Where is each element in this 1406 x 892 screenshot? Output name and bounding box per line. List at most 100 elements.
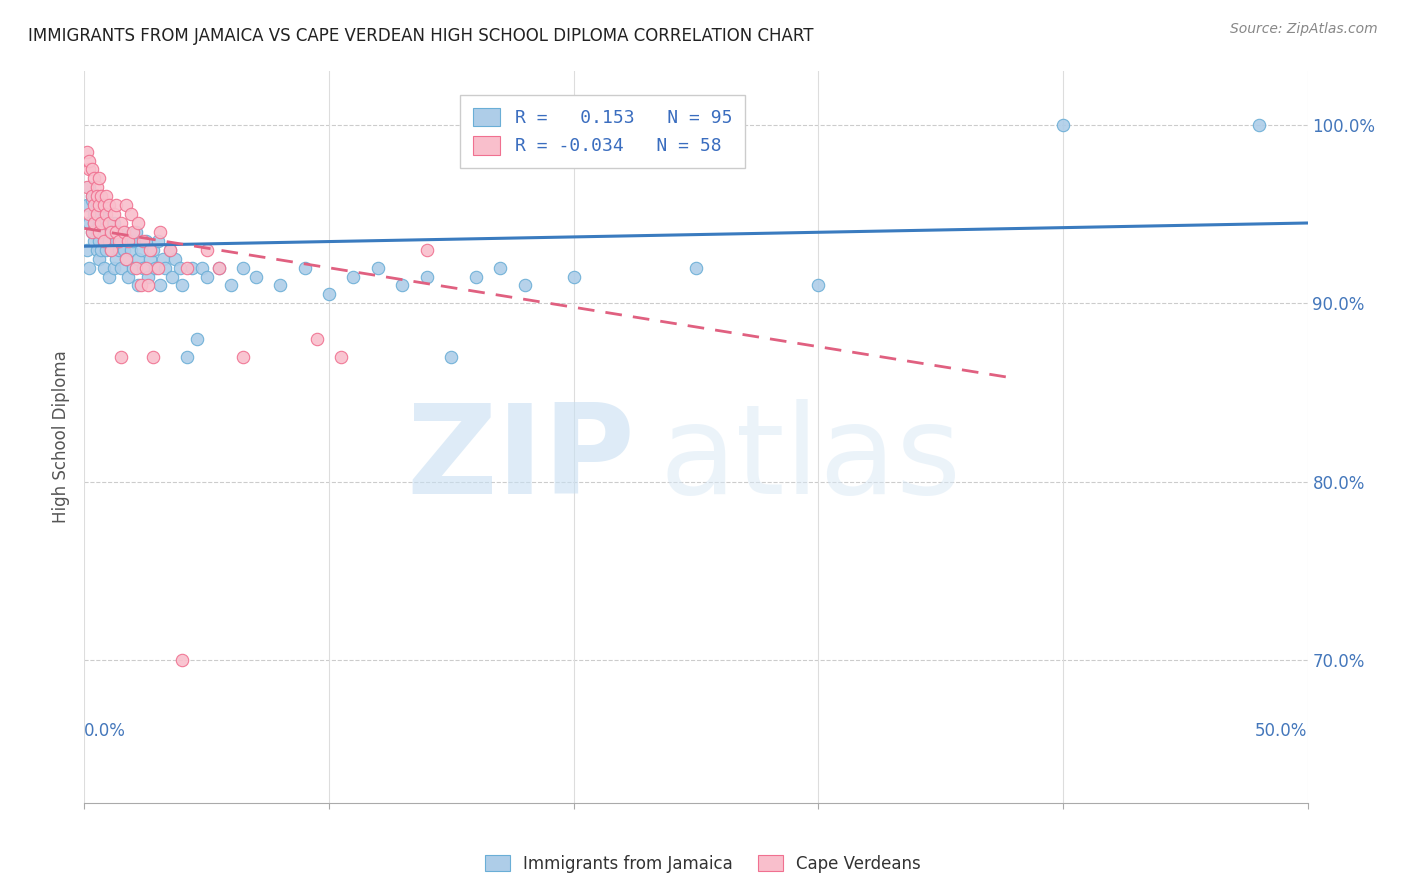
Point: [97, 269, 120, 284]
Point: [125, 225, 148, 239]
Point: [127, 216, 149, 230]
Point: [685, 260, 707, 275]
Point: [93, 234, 115, 248]
Point: [96, 225, 118, 239]
Point: [135, 260, 157, 275]
Point: [112, 225, 135, 239]
Point: [416, 243, 439, 257]
Point: [77, 162, 100, 177]
Point: [807, 278, 830, 293]
Text: 50.0%: 50.0%: [1256, 723, 1308, 740]
Point: [110, 234, 132, 248]
Point: [117, 234, 139, 248]
Point: [83, 171, 105, 186]
Point: [269, 278, 291, 293]
Point: [83, 207, 105, 221]
Point: [97, 198, 120, 212]
Point: [1247, 118, 1270, 132]
Point: [86, 207, 108, 221]
Point: [219, 278, 242, 293]
Point: [136, 269, 159, 284]
Point: [132, 260, 155, 275]
Point: [149, 225, 172, 239]
Point: [93, 211, 115, 225]
Point: [110, 216, 132, 230]
Point: [232, 260, 254, 275]
Point: [120, 243, 142, 257]
Point: [83, 216, 105, 230]
Point: [112, 243, 135, 257]
Point: [195, 243, 218, 257]
Point: [76, 145, 98, 159]
Point: [117, 234, 139, 248]
Point: [87, 171, 110, 186]
Point: [76, 180, 98, 194]
Point: [120, 207, 142, 221]
Point: [90, 189, 112, 203]
Point: [294, 260, 316, 275]
Point: [93, 234, 115, 248]
Point: [80, 225, 103, 239]
Point: [77, 180, 100, 194]
Point: [1052, 118, 1074, 132]
Point: [86, 198, 108, 212]
Point: [96, 243, 118, 257]
Point: [87, 198, 110, 212]
Point: [135, 234, 157, 248]
Point: [112, 225, 135, 239]
Point: [100, 225, 122, 239]
Point: [80, 225, 103, 239]
Point: [245, 269, 267, 284]
Point: [110, 350, 132, 364]
Text: 0.0%: 0.0%: [84, 723, 127, 740]
Point: [105, 252, 128, 266]
Point: [122, 225, 145, 239]
Point: [117, 269, 139, 284]
Point: [513, 278, 536, 293]
Point: [186, 332, 208, 346]
Point: [83, 198, 105, 212]
Point: [152, 252, 174, 266]
Point: [100, 243, 122, 257]
Point: [342, 269, 364, 284]
Point: [136, 278, 159, 293]
Point: [172, 278, 194, 293]
Point: [105, 225, 128, 239]
Point: [139, 252, 162, 266]
Point: [139, 243, 162, 257]
Point: [87, 216, 110, 230]
Point: [305, 332, 328, 346]
Point: [162, 269, 184, 284]
Point: [176, 350, 198, 364]
Point: [562, 269, 585, 284]
Legend: Immigrants from Jamaica, Cape Verdeans: Immigrants from Jamaica, Cape Verdeans: [478, 848, 928, 880]
Point: [76, 243, 98, 257]
Point: [100, 225, 122, 239]
Point: [416, 269, 439, 284]
Point: [127, 252, 149, 266]
Point: [127, 278, 149, 293]
Text: Source: ZipAtlas.com: Source: ZipAtlas.com: [1230, 22, 1378, 37]
Point: [86, 207, 108, 221]
Point: [489, 260, 512, 275]
Point: [93, 198, 115, 212]
Point: [169, 260, 191, 275]
Point: [172, 653, 194, 667]
Y-axis label: High School Diploma: High School Diploma: [52, 351, 70, 524]
Point: [129, 278, 152, 293]
Point: [86, 189, 108, 203]
Point: [105, 198, 128, 212]
Point: [330, 350, 353, 364]
Point: [96, 207, 118, 221]
Point: [159, 243, 181, 257]
Text: IMMIGRANTS FROM JAMAICA VS CAPE VERDEAN HIGH SCHOOL DIPLOMA CORRELATION CHART: IMMIGRANTS FROM JAMAICA VS CAPE VERDEAN …: [28, 27, 814, 45]
Point: [153, 260, 176, 275]
Point: [103, 207, 125, 221]
Point: [125, 260, 148, 275]
Point: [208, 260, 231, 275]
Point: [191, 260, 214, 275]
Point: [80, 193, 103, 207]
Point: [142, 350, 165, 364]
Point: [318, 287, 340, 301]
Point: [122, 260, 145, 275]
